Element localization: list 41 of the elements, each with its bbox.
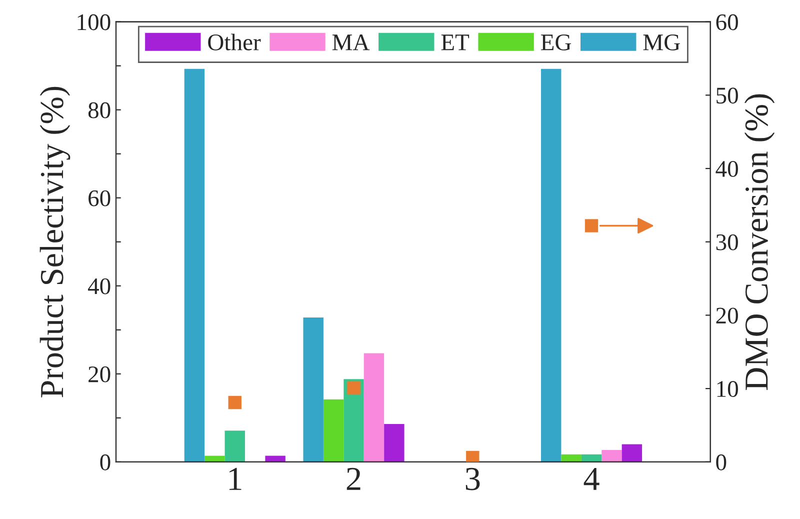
- x-tick-label: 2: [346, 468, 360, 490]
- bar: [581, 454, 602, 462]
- y-tick-label: 60: [88, 190, 110, 206]
- y-tick-label: 20: [88, 366, 110, 382]
- y2-tick-label: 40: [716, 160, 738, 177]
- legend-label: EG: [540, 34, 572, 50]
- bar: [602, 450, 622, 462]
- bar: [364, 353, 384, 462]
- y-tick-label: 100: [78, 14, 110, 30]
- point: [228, 396, 242, 410]
- bar: [265, 456, 286, 462]
- x-tick-label: 1: [229, 468, 242, 490]
- point: [584, 219, 598, 232]
- y2-tick-label: 20: [716, 308, 738, 324]
- point: [347, 381, 360, 394]
- y2-tick-label: 50: [716, 88, 738, 104]
- bar: [224, 430, 245, 462]
- y-tick-label: 40: [88, 278, 110, 294]
- y2-tick-label: 60: [716, 14, 738, 30]
- bar: [323, 399, 344, 462]
- bar: [561, 454, 582, 462]
- legend-label: Other: [208, 34, 261, 50]
- bar: [204, 456, 225, 462]
- y-tick-label: 80: [88, 102, 110, 118]
- y2-tick-label: 10: [717, 381, 738, 397]
- bar: [384, 424, 404, 462]
- y2-axis-title: DMO Conversion (%): [744, 94, 775, 390]
- bar: [622, 444, 642, 462]
- y2-tick-label: 0: [716, 454, 726, 470]
- legend-label: MA: [332, 34, 370, 50]
- x-tick-label: 3: [466, 468, 480, 490]
- bar: [344, 379, 364, 462]
- legend-label: ET: [441, 34, 470, 50]
- bar: [184, 68, 205, 462]
- legend-label: MG: [643, 34, 680, 50]
- y-axis-title: Product Selectivity (%): [40, 86, 70, 398]
- x-tick-label: 4: [584, 468, 600, 490]
- y2-tick-label: 30: [716, 234, 738, 250]
- y-tick-label: 0: [100, 454, 110, 470]
- bar: [303, 318, 324, 462]
- bar: [540, 68, 562, 462]
